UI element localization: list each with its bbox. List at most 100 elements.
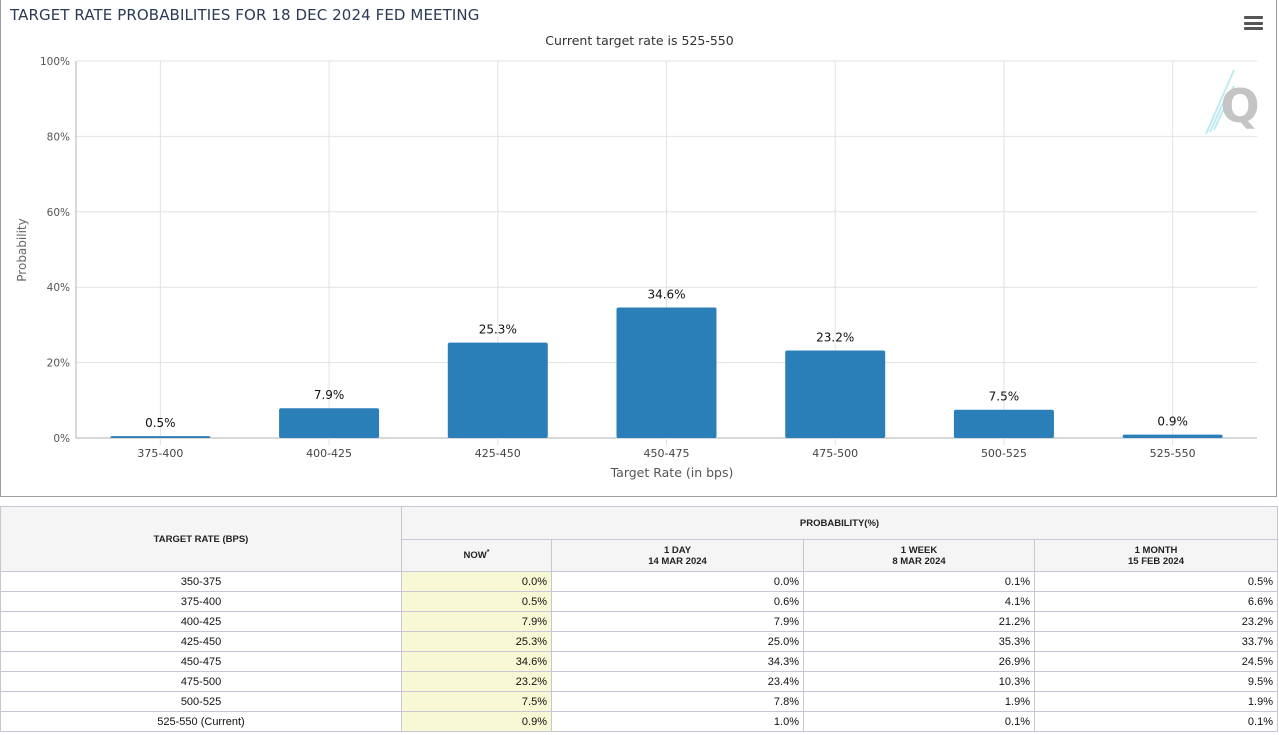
y-axis-label: Probability (15, 218, 29, 281)
bar-450-475[interactable] (616, 307, 717, 438)
table-row: 500-525 7.5% 7.8% 1.9% 1.9% (0, 691, 1278, 712)
bar-425-450[interactable] (447, 342, 548, 438)
probability-table: TARGET RATE (BPS) PROBABILITY(%) NOW* 1 … (0, 506, 1278, 732)
header-now-footnote: * (486, 549, 490, 557)
probability-table-wrap: TARGET RATE (BPS) PROBABILITY(%) NOW* 1 … (0, 506, 1279, 732)
rate-cell: 350-375 (0, 571, 402, 592)
1-week-cell: 4.1% (803, 591, 1035, 612)
rate-cell: 400-425 (0, 611, 402, 632)
1-week-cell: 10.3% (803, 671, 1035, 692)
table-row: 475-500 23.2% 23.4% 10.3% 9.5% (0, 671, 1278, 692)
header-1-month-date: 15 FEB 2024 (1128, 555, 1184, 567)
data-label: 0.9% (1157, 415, 1188, 429)
bar-400-425[interactable] (279, 408, 380, 438)
hamburger-menu-icon[interactable] (1244, 16, 1263, 32)
data-label: 7.5% (989, 390, 1020, 404)
header-1-day-label: 1 DAY (663, 544, 692, 556)
1-day-cell: 7.8% (551, 691, 804, 712)
header-1-day-date: 14 MAR 2024 (648, 555, 707, 567)
subheader-row: NOW* 1 DAY 14 MAR 2024 1 WEEK 8 MAR 2024 1… (1, 539, 1278, 572)
x-tick-label: 450-475 (644, 447, 690, 460)
1-week-cell: 1.9% (803, 691, 1035, 712)
x-tick-label: 375-400 (137, 447, 183, 460)
table-row: 450-475 34.6% 34.3% 26.9% 24.5% (0, 651, 1278, 672)
1-day-cell: 1.0% (551, 711, 804, 732)
x-axis-label: Target Rate (in bps) (610, 465, 734, 480)
now-cell: 7.5% (401, 691, 552, 712)
now-cell: 23.2% (401, 671, 552, 692)
data-label: 0.5% (145, 416, 176, 430)
1-week-cell: 0.1% (803, 571, 1035, 592)
x-tick-label: 400-425 (306, 447, 352, 460)
rate-cell: 425-450 (0, 631, 402, 652)
1-month-cell: 1.9% (1034, 691, 1278, 712)
bar-500-525[interactable] (953, 409, 1054, 438)
now-cell: 0.9% (401, 711, 552, 732)
header-now-label: NOW (463, 550, 487, 562)
1-day-cell: 0.6% (551, 591, 804, 612)
data-labels: 0.5% 7.9% 25.3% 34.6% 23.2% 7.5% 0.9% (145, 288, 1188, 431)
svg-text:Q: Q (1220, 79, 1259, 133)
1-month-cell: 33.7% (1034, 631, 1278, 652)
1-day-cell: 25.0% (551, 631, 804, 652)
data-label: 25.3% (479, 323, 517, 337)
1-week-cell: 0.1% (803, 711, 1035, 732)
1-day-cell: 34.3% (551, 651, 804, 672)
1-day-cell: 0.0% (551, 571, 804, 592)
y-tick-label: 40% (47, 282, 70, 294)
x-tick-label: 500-525 (981, 447, 1027, 460)
header-1-week: 1 WEEK 8 MAR 2024 (803, 539, 1035, 572)
data-label: 7.9% (314, 388, 345, 402)
x-tick-label: 525-550 (1150, 447, 1196, 460)
header-1-month-label: 1 MONTH (1134, 544, 1178, 556)
x-tick-label: 475-500 (812, 447, 858, 460)
rate-cell: 375-400 (0, 591, 402, 612)
bar-525-550[interactable] (1122, 434, 1223, 438)
1-month-cell: 6.6% (1034, 591, 1278, 612)
bar-475-500[interactable] (785, 350, 886, 438)
bar-375-400[interactable] (110, 436, 211, 438)
1-month-cell: 23.2% (1034, 611, 1278, 632)
data-label: 23.2% (816, 331, 854, 345)
now-cell: 25.3% (401, 631, 552, 652)
table-row: 425-450 25.3% 25.0% 35.3% 33.7% (0, 631, 1278, 652)
header-1-week-label: 1 WEEK (900, 544, 938, 556)
1-day-cell: 23.4% (551, 671, 804, 692)
header-probability: PROBABILITY(%) (401, 506, 1278, 540)
1-month-cell: 0.5% (1034, 571, 1278, 592)
quikstrike-logo-icon: Q (1205, 69, 1260, 135)
y-tick-label: 100% (40, 56, 70, 68)
x-tick-label: 425-450 (475, 447, 521, 460)
header-1-week-date: 8 MAR 2024 (892, 555, 946, 567)
table-row: 400-425 7.9% 7.9% 21.2% 23.2% (0, 611, 1278, 632)
table-row: 525-550 (Current) 0.9% 1.0% 0.1% 0.1% (0, 711, 1278, 732)
bars (110, 307, 1223, 438)
x-axis-ticks: 375-400 400-425 425-450 450-475 475-500 500-5… (137, 447, 1195, 460)
bar-chart: 0% 20% 40% 60% 80% 100% 0.5% 7.9% 25.3% 34.6% 23.… (15, 56, 1257, 480)
1-month-cell: 9.5% (1034, 671, 1278, 692)
1-week-cell: 21.2% (803, 611, 1035, 632)
1-week-cell: 35.3% (803, 631, 1035, 652)
header-1-month: 1 MONTH 15 FEB 2024 (1034, 539, 1278, 572)
y-tick-label: 20% (47, 358, 70, 370)
y-axis-ticks: 0% 20% 40% 60% 80% 100% (40, 56, 70, 445)
rate-cell: 450-475 (0, 651, 402, 672)
1-day-cell: 7.9% (551, 611, 804, 632)
now-cell: 34.6% (401, 651, 552, 672)
now-cell: 0.0% (401, 571, 552, 592)
table-body: 350-375 0.0% 0.0% 0.1% 0.5% 375-400 0.5% 0.6% 4.… (0, 571, 1278, 732)
chart-title: TARGET RATE PROBABILITIES FOR 18 DEC 202… (10, 6, 480, 24)
1-month-cell: 0.1% (1034, 711, 1278, 732)
y-tick-label: 60% (47, 207, 70, 219)
1-week-cell: 26.9% (803, 651, 1035, 672)
table-row: 375-400 0.5% 0.6% 4.1% 6.6% (0, 591, 1278, 612)
rate-cell: 525-550 (Current) (0, 711, 402, 732)
rate-cell: 475-500 (0, 671, 402, 692)
header-1-day: 1 DAY 14 MAR 2024 (551, 539, 804, 572)
data-label: 34.6% (647, 288, 685, 302)
now-cell: 0.5% (401, 591, 552, 612)
header-now: NOW* (401, 539, 552, 572)
rate-cell: 500-525 (0, 691, 402, 712)
table-row: 350-375 0.0% 0.0% 0.1% 0.5% (0, 571, 1278, 592)
y-tick-label: 80% (47, 131, 70, 143)
